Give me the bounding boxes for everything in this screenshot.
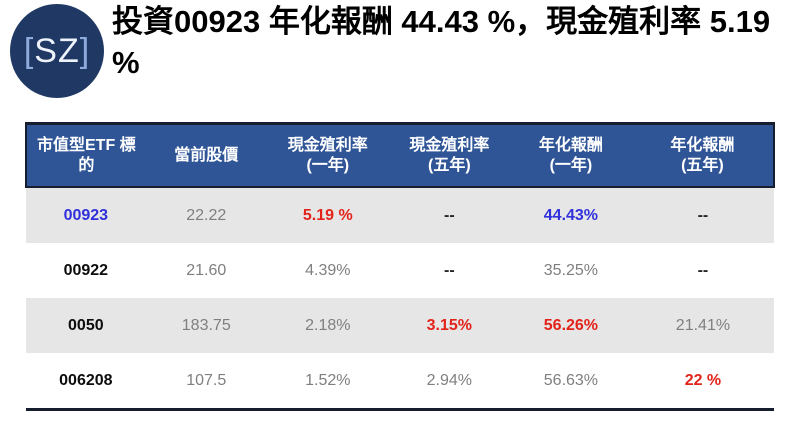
column-header: 現金殖利率 (一年)	[266, 122, 389, 188]
etf-comparison-table: 市值型ETF 標的 當前股價 現金殖利率 (一年) 現金殖利率 (五年) 年化報酬 (一年) 年…	[25, 122, 776, 411]
page-title: 投資00923 年化報酬 44.43 %，現金殖利率 5.19 %	[112, 4, 771, 80]
column-header: 年化報酬 (一年)	[509, 122, 632, 188]
column-header: 市值型ETF 標的	[25, 122, 146, 188]
value-cell: 21.41%	[631, 298, 774, 353]
value-cell: 3.15%	[388, 298, 510, 353]
table-body: 00923 22.22 5.19 % -- 44.43% -- 00922 21.60 4.39…	[26, 187, 774, 411]
etf-code-cell: 00922	[63, 261, 109, 279]
logo-bracket-right: ]	[79, 31, 91, 70]
value-cell: 44.43%	[509, 187, 632, 243]
etf-code-cell: 0050	[26, 298, 146, 353]
etf-code-cell: 006208	[26, 353, 146, 411]
value-cell: 4.39%	[305, 261, 351, 279]
table-header-row: 市值型ETF 標的 當前股價 現金殖利率 (一年) 現金殖利率 (五年) 年化報酬 (一年) 年…	[25, 122, 776, 188]
value-cell: 35.25%	[543, 261, 599, 279]
logo-bracket-left: [	[23, 31, 35, 70]
value-cell: 22 %	[631, 353, 774, 411]
value-cell: 5.19 %	[266, 187, 389, 243]
column-header: 現金殖利率 (五年)	[388, 122, 510, 188]
table-row: 006208 107.5 1.52% 2.94% 56.63% 22 %	[26, 353, 774, 411]
value-cell: 2.18%	[266, 298, 389, 353]
table-row: 00923 22.22 5.19 % -- 44.43% --	[26, 187, 774, 243]
sz-logo: [SZ]	[10, 4, 104, 98]
value-cell: 21.60	[186, 261, 227, 279]
value-cell: 56.26%	[509, 298, 632, 353]
value-cell: --	[444, 261, 455, 279]
etf-code-cell: 00923	[26, 187, 146, 243]
value-cell: --	[388, 187, 510, 243]
value-cell: 107.5	[145, 353, 267, 411]
value-cell: 1.52%	[266, 353, 389, 411]
value-cell: 22.22	[145, 187, 267, 243]
logo-letters: SZ	[34, 31, 80, 70]
table-row: 0050 183.75 2.18% 3.15% 56.26% 21.41%	[26, 298, 774, 353]
value-cell: 56.63%	[509, 353, 632, 411]
column-header: 年化報酬 (五年)	[631, 122, 776, 188]
table-row: 00922 21.60 4.39% -- 35.25% --	[26, 243, 774, 298]
value-cell: 2.94%	[388, 353, 510, 411]
value-cell: --	[697, 261, 709, 279]
value-cell: --	[631, 187, 774, 243]
column-header: 當前股價	[145, 122, 267, 188]
value-cell: 183.75	[145, 298, 267, 353]
